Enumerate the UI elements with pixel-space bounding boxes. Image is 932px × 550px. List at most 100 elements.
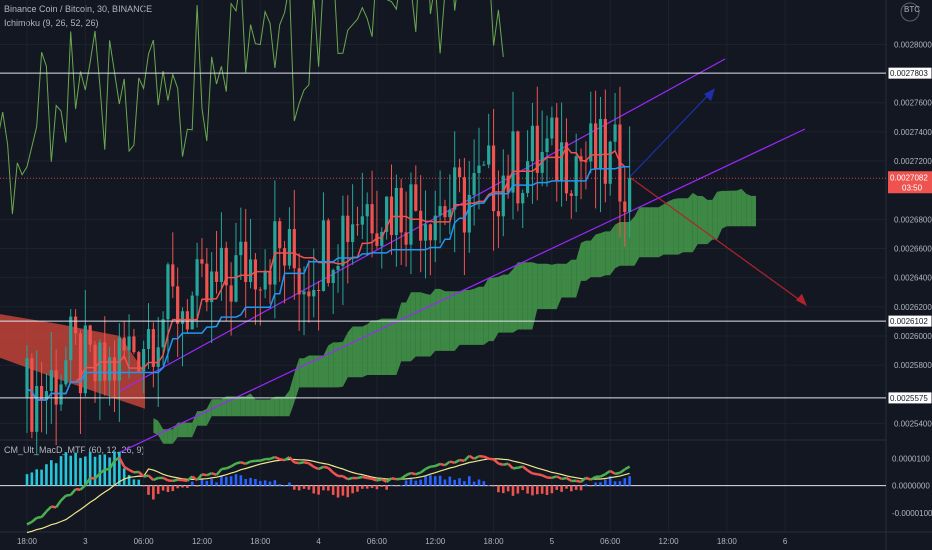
macd-histogram-bar <box>171 485 175 492</box>
ichimoku-cloud-segment <box>352 326 358 378</box>
ichimoku-cloud-segment <box>221 396 227 417</box>
ichimoku-cloud-segment <box>236 396 241 417</box>
macd-histogram-bar <box>249 477 252 486</box>
candle-body <box>482 164 486 166</box>
macd-histogram-bar <box>263 480 267 486</box>
macd-line-segment <box>371 477 378 482</box>
candle-body <box>428 224 432 241</box>
macd-line-segment <box>259 457 266 462</box>
ichimoku-cloud-segment <box>479 286 484 345</box>
forecast-down-arrowhead <box>796 293 807 307</box>
macd-histogram-bar <box>380 485 384 487</box>
price-tick-label: 0.0026000 <box>894 332 932 341</box>
candle-body <box>137 352 141 372</box>
ichimoku-cloud-segment <box>615 222 620 269</box>
ichimoku-cloud-segment <box>741 188 747 227</box>
time-tick-label: 12:00 <box>425 537 446 546</box>
ichimoku-cloud-segment <box>430 288 436 357</box>
macd-histogram-bar <box>127 475 131 486</box>
macd-histogram-bar <box>618 481 622 486</box>
macd-line-segment <box>537 473 543 477</box>
time-tick-label: 5 <box>550 537 555 546</box>
macd-histogram-bar <box>258 480 262 486</box>
ichimoku-cloud-segment <box>692 192 698 253</box>
macd-histogram-bar <box>604 479 607 486</box>
candle-body <box>331 269 335 284</box>
macd-line-segment <box>619 468 626 474</box>
macd-line-segment <box>167 479 173 483</box>
candle-body <box>88 325 92 345</box>
macd-line-segment <box>551 475 558 480</box>
ichimoku-cloud-segment <box>600 231 606 278</box>
macd-line-segment <box>240 461 247 465</box>
candle-body <box>453 167 457 210</box>
candle-body <box>594 123 598 170</box>
macd-histogram-bar <box>244 478 247 486</box>
candle-body <box>487 145 491 165</box>
price-tick-label: 0.0026800 <box>894 215 932 224</box>
candle-body <box>608 141 612 184</box>
level-price-tag <box>887 314 932 328</box>
macd-histogram-bar <box>501 485 505 494</box>
ichimoku-cloud-segment <box>206 399 212 426</box>
candle-body <box>244 241 248 283</box>
candle-body <box>282 248 287 266</box>
ichimoku-cloud-segment <box>566 259 572 298</box>
macd-line-segment <box>424 465 431 471</box>
currency-badge-circle <box>900 2 920 22</box>
macd-histogram-bar <box>579 485 583 491</box>
ichimoku-cloud-segment <box>396 302 402 375</box>
ichimoku-cloud-segment <box>653 207 659 258</box>
candle-body <box>472 173 476 195</box>
time-tick-label: 4 <box>316 537 321 546</box>
macd-histogram-bar <box>293 485 296 490</box>
macd-line-segment <box>137 470 145 478</box>
candle-body <box>477 165 481 174</box>
macd-histogram-bar <box>108 457 111 486</box>
macd-histogram-bar <box>156 485 160 494</box>
ichimoku-cloud-segment <box>440 288 445 351</box>
macd-histogram-bar <box>414 480 418 486</box>
candle-body <box>380 231 384 246</box>
macd-line-segment <box>376 477 383 482</box>
macd-histogram-bar <box>273 480 277 486</box>
time-tick-label: 06:00 <box>600 537 621 546</box>
macd-histogram-bar <box>453 479 456 486</box>
ichimoku-cloud-segment <box>274 396 280 417</box>
macd-line-segment <box>182 478 188 483</box>
ichimoku-cloud-segment <box>571 259 577 298</box>
ichimoku-cloud-segment <box>513 262 518 333</box>
macd-histogram-bar <box>317 485 320 495</box>
candle-body <box>248 259 253 283</box>
macd-histogram-bar <box>399 485 403 486</box>
time-tick-label: 18:00 <box>250 537 271 546</box>
candle-body <box>443 206 447 218</box>
candle-body <box>365 204 369 217</box>
macd-histogram-bar <box>463 481 466 486</box>
candle-body <box>530 125 535 162</box>
candle-body <box>569 193 573 196</box>
macd-histogram-bar <box>40 469 43 486</box>
ichimoku-cloud-segment <box>697 196 703 245</box>
macd-line-segment <box>609 469 616 475</box>
channel-lower-line <box>119 128 806 454</box>
macd-line-segment <box>561 476 567 481</box>
macd-line-segment <box>385 477 393 483</box>
macd-line-segment <box>147 474 155 481</box>
price-tick-label: 0.0026400 <box>894 274 932 283</box>
ichimoku-cloud-segment <box>289 373 295 417</box>
candle-body <box>433 215 437 241</box>
macd-histogram-bar <box>458 478 461 486</box>
macd-histogram-bar <box>35 469 39 486</box>
level-price-tag <box>887 391 932 405</box>
ichimoku-cloud-segment <box>406 292 411 362</box>
candle-body <box>399 187 403 233</box>
candle-body <box>35 385 39 432</box>
current-price-label: 0.0027082 <box>890 173 928 182</box>
macd-histogram-bar <box>161 485 165 491</box>
macd-histogram-bar <box>98 454 102 486</box>
macd-line-segment <box>104 467 110 471</box>
ichimoku-cloud-segment <box>746 193 752 227</box>
macd-line-segment <box>245 460 252 465</box>
